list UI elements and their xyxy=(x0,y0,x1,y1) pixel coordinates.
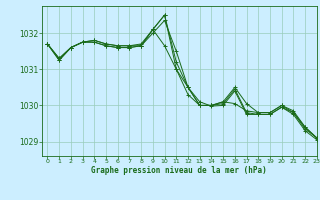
X-axis label: Graphe pression niveau de la mer (hPa): Graphe pression niveau de la mer (hPa) xyxy=(91,166,267,175)
